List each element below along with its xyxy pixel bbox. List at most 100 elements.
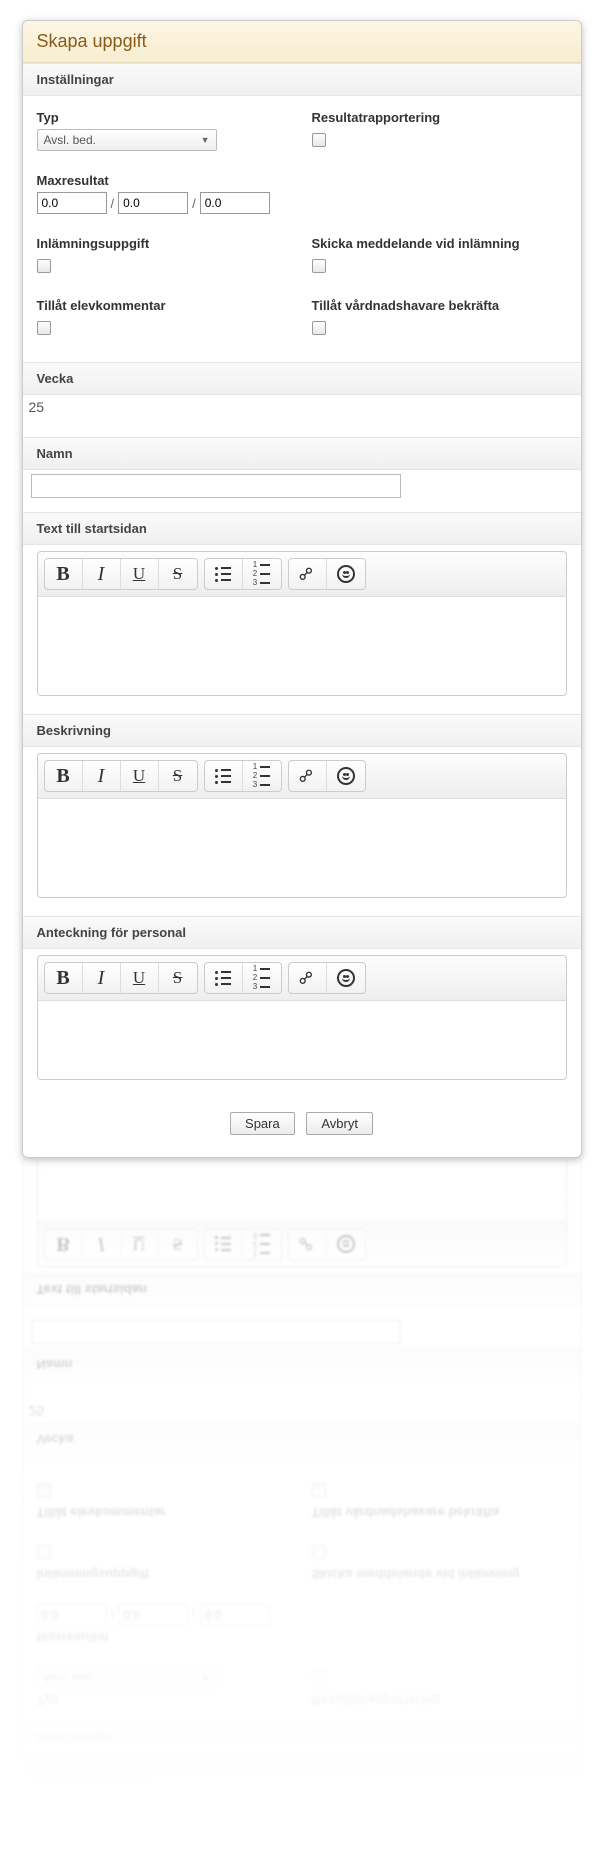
link-button[interactable]: ⚯: [289, 559, 327, 589]
strikethrough-button[interactable]: S: [159, 963, 197, 993]
name-header: Namn: [23, 1348, 581, 1381]
starttext-header: Text till startsidan: [23, 512, 581, 545]
emoji-button[interactable]: [327, 761, 365, 791]
name-input[interactable]: [31, 474, 401, 498]
underline-button[interactable]: U: [121, 761, 159, 791]
numbered-list-icon: 1 2 3: [253, 1232, 270, 1256]
description-toolbar: B I U S 1: [37, 753, 567, 798]
notes-textarea[interactable]: [37, 1000, 567, 1080]
bullet-list-button[interactable]: [205, 1229, 243, 1259]
starttext-textarea[interactable]: [37, 596, 567, 696]
submission-checkbox[interactable]: [37, 259, 51, 273]
week-value: 25: [23, 395, 581, 437]
starttext-editor: B I U S 1: [37, 1158, 567, 1267]
student-comment-label: Tillåt elevkommentar: [37, 298, 292, 313]
send-msg-label: Skicka meddelande vid inlämning: [312, 1567, 567, 1582]
starttext-textarea[interactable]: [37, 1158, 567, 1222]
bold-button[interactable]: B: [45, 963, 83, 993]
emoji-button[interactable]: [327, 1229, 365, 1259]
link-icon: ⚯: [294, 763, 320, 789]
numbered-list-button[interactable]: 1 2 3: [243, 1229, 281, 1259]
link-icon: ⚯: [294, 561, 320, 587]
bullet-list-button[interactable]: [205, 559, 243, 589]
type-label: Typ: [37, 1693, 292, 1708]
send-msg-checkbox[interactable]: [312, 259, 326, 273]
bold-button[interactable]: B: [45, 1229, 83, 1259]
numbered-list-button[interactable]: 1 2 3: [243, 559, 281, 589]
numbered-list-button[interactable]: 1 2 3: [243, 963, 281, 993]
underline-button[interactable]: U: [121, 1229, 159, 1259]
guardian-confirm-label: Tillåt vårdnadshavare bekräfta: [312, 1505, 567, 1520]
send-msg-checkbox[interactable]: [312, 1545, 326, 1559]
maxresult-input-2[interactable]: [118, 192, 188, 214]
settings-header: Inställningar: [23, 63, 581, 96]
numbered-list-button[interactable]: 1 2 3: [243, 761, 281, 791]
maxresult-input-3[interactable]: [200, 1604, 270, 1626]
bold-button[interactable]: B: [45, 761, 83, 791]
maxresult-input-1[interactable]: [37, 1604, 107, 1626]
bullet-list-icon: [215, 567, 231, 582]
description-textarea[interactable]: [37, 798, 567, 898]
separator-2: /: [188, 1604, 200, 1626]
italic-button[interactable]: I: [83, 559, 121, 589]
student-comment-checkbox[interactable]: [37, 321, 51, 335]
underline-button[interactable]: U: [121, 559, 159, 589]
settings-header: Inställningar: [23, 1722, 581, 1755]
student-comment-checkbox[interactable]: [37, 1483, 51, 1497]
cancel-button[interactable]: Avbryt: [306, 1112, 373, 1135]
link-icon: ⚯: [294, 965, 320, 991]
underline-button[interactable]: U: [121, 963, 159, 993]
emoji-button[interactable]: [327, 559, 365, 589]
separator-1: /: [107, 192, 119, 214]
notes-header: Anteckning för personal: [23, 916, 581, 949]
submission-checkbox[interactable]: [37, 1545, 51, 1559]
numbered-list-icon: 1 2 3: [253, 562, 270, 586]
numbered-list-icon: 1 2 3: [253, 764, 270, 788]
bold-button[interactable]: B: [45, 559, 83, 589]
strikethrough-button[interactable]: S: [159, 1229, 197, 1259]
starttext-header: Text till startsidan: [23, 1273, 581, 1306]
smiley-icon: [337, 565, 355, 583]
link-button[interactable]: ⚯: [289, 963, 327, 993]
italic-button[interactable]: I: [83, 1229, 121, 1259]
bullet-list-icon: [215, 971, 231, 986]
bullet-list-icon: [215, 1237, 231, 1252]
link-button[interactable]: ⚯: [289, 761, 327, 791]
notes-toolbar: B I U S 1: [37, 955, 567, 1000]
guardian-confirm-checkbox[interactable]: [312, 321, 326, 335]
link-button[interactable]: ⚯: [289, 1229, 327, 1259]
guardian-confirm-checkbox[interactable]: [312, 1483, 326, 1497]
type-select-value: Avsl. bed.: [44, 133, 96, 147]
submission-label: Inlämningsuppgift: [37, 1567, 292, 1582]
result-report-checkbox[interactable]: [312, 133, 326, 147]
italic-button[interactable]: I: [83, 761, 121, 791]
save-button[interactable]: Spara: [230, 1112, 295, 1135]
week-header: Vecka: [23, 1423, 581, 1456]
maxresult-input-1[interactable]: [37, 192, 107, 214]
type-select[interactable]: Avsl. bed. ▼: [37, 129, 217, 151]
submission-label: Inlämningsuppgift: [37, 236, 292, 251]
bullet-list-button[interactable]: [205, 761, 243, 791]
name-header: Namn: [23, 437, 581, 470]
strikethrough-button[interactable]: S: [159, 559, 197, 589]
student-comment-label: Tillåt elevkommentar: [37, 1505, 292, 1520]
maxresult-input-3[interactable]: [200, 192, 270, 214]
emoji-button[interactable]: [327, 963, 365, 993]
name-input[interactable]: [31, 1320, 401, 1344]
result-report-checkbox[interactable]: [312, 1671, 326, 1685]
week-header: Vecka: [23, 362, 581, 395]
guardian-confirm-label: Tillåt vårdnadshavare bekräfta: [312, 298, 567, 313]
notes-editor: B I U S 1: [37, 955, 567, 1080]
week-value: 25: [23, 1381, 581, 1423]
smiley-icon: [337, 767, 355, 785]
type-select[interactable]: Avsl. bed. ▼: [37, 1667, 217, 1689]
bullet-list-button[interactable]: [205, 963, 243, 993]
separator-1: /: [107, 1604, 119, 1626]
italic-button[interactable]: I: [83, 963, 121, 993]
smiley-icon: [337, 969, 355, 987]
starttext-toolbar: B I U S 1: [37, 1222, 567, 1267]
strikethrough-button[interactable]: S: [159, 761, 197, 791]
type-label: Typ: [37, 110, 292, 125]
maxresult-input-2[interactable]: [118, 1604, 188, 1626]
numbered-list-icon: 1 2 3: [253, 966, 270, 990]
